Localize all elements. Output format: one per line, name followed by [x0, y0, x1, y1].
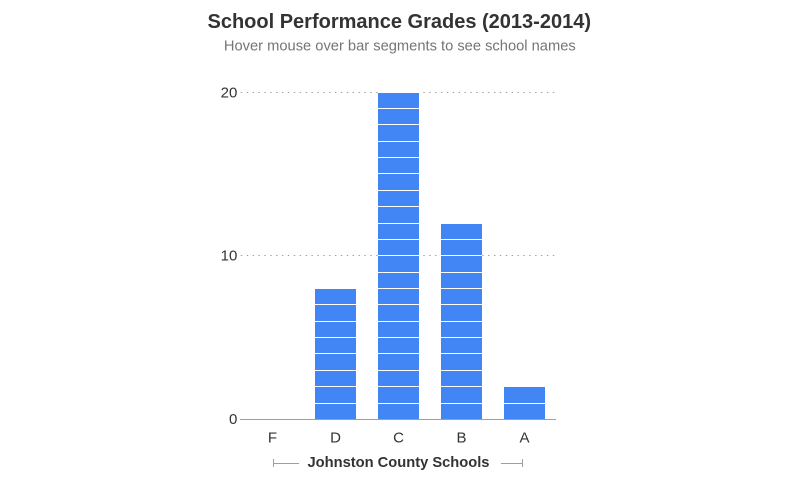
svg-text:D: D — [330, 429, 341, 446]
svg-text:Johnston County Schools: Johnston County Schools — [308, 455, 490, 471]
svg-text:Hover mouse over bar segments: Hover mouse over bar segments to see sch… — [224, 39, 576, 55]
svg-text:0: 0 — [229, 411, 237, 428]
svg-text:F: F — [268, 429, 277, 446]
svg-text:10: 10 — [221, 248, 238, 265]
svg-text:School Performance Grades (201: School Performance Grades (2013-2014) — [207, 11, 591, 33]
svg-text:B: B — [456, 429, 466, 446]
svg-text:C: C — [393, 429, 404, 446]
svg-text:A: A — [519, 429, 529, 446]
svg-text:20: 20 — [221, 84, 238, 101]
